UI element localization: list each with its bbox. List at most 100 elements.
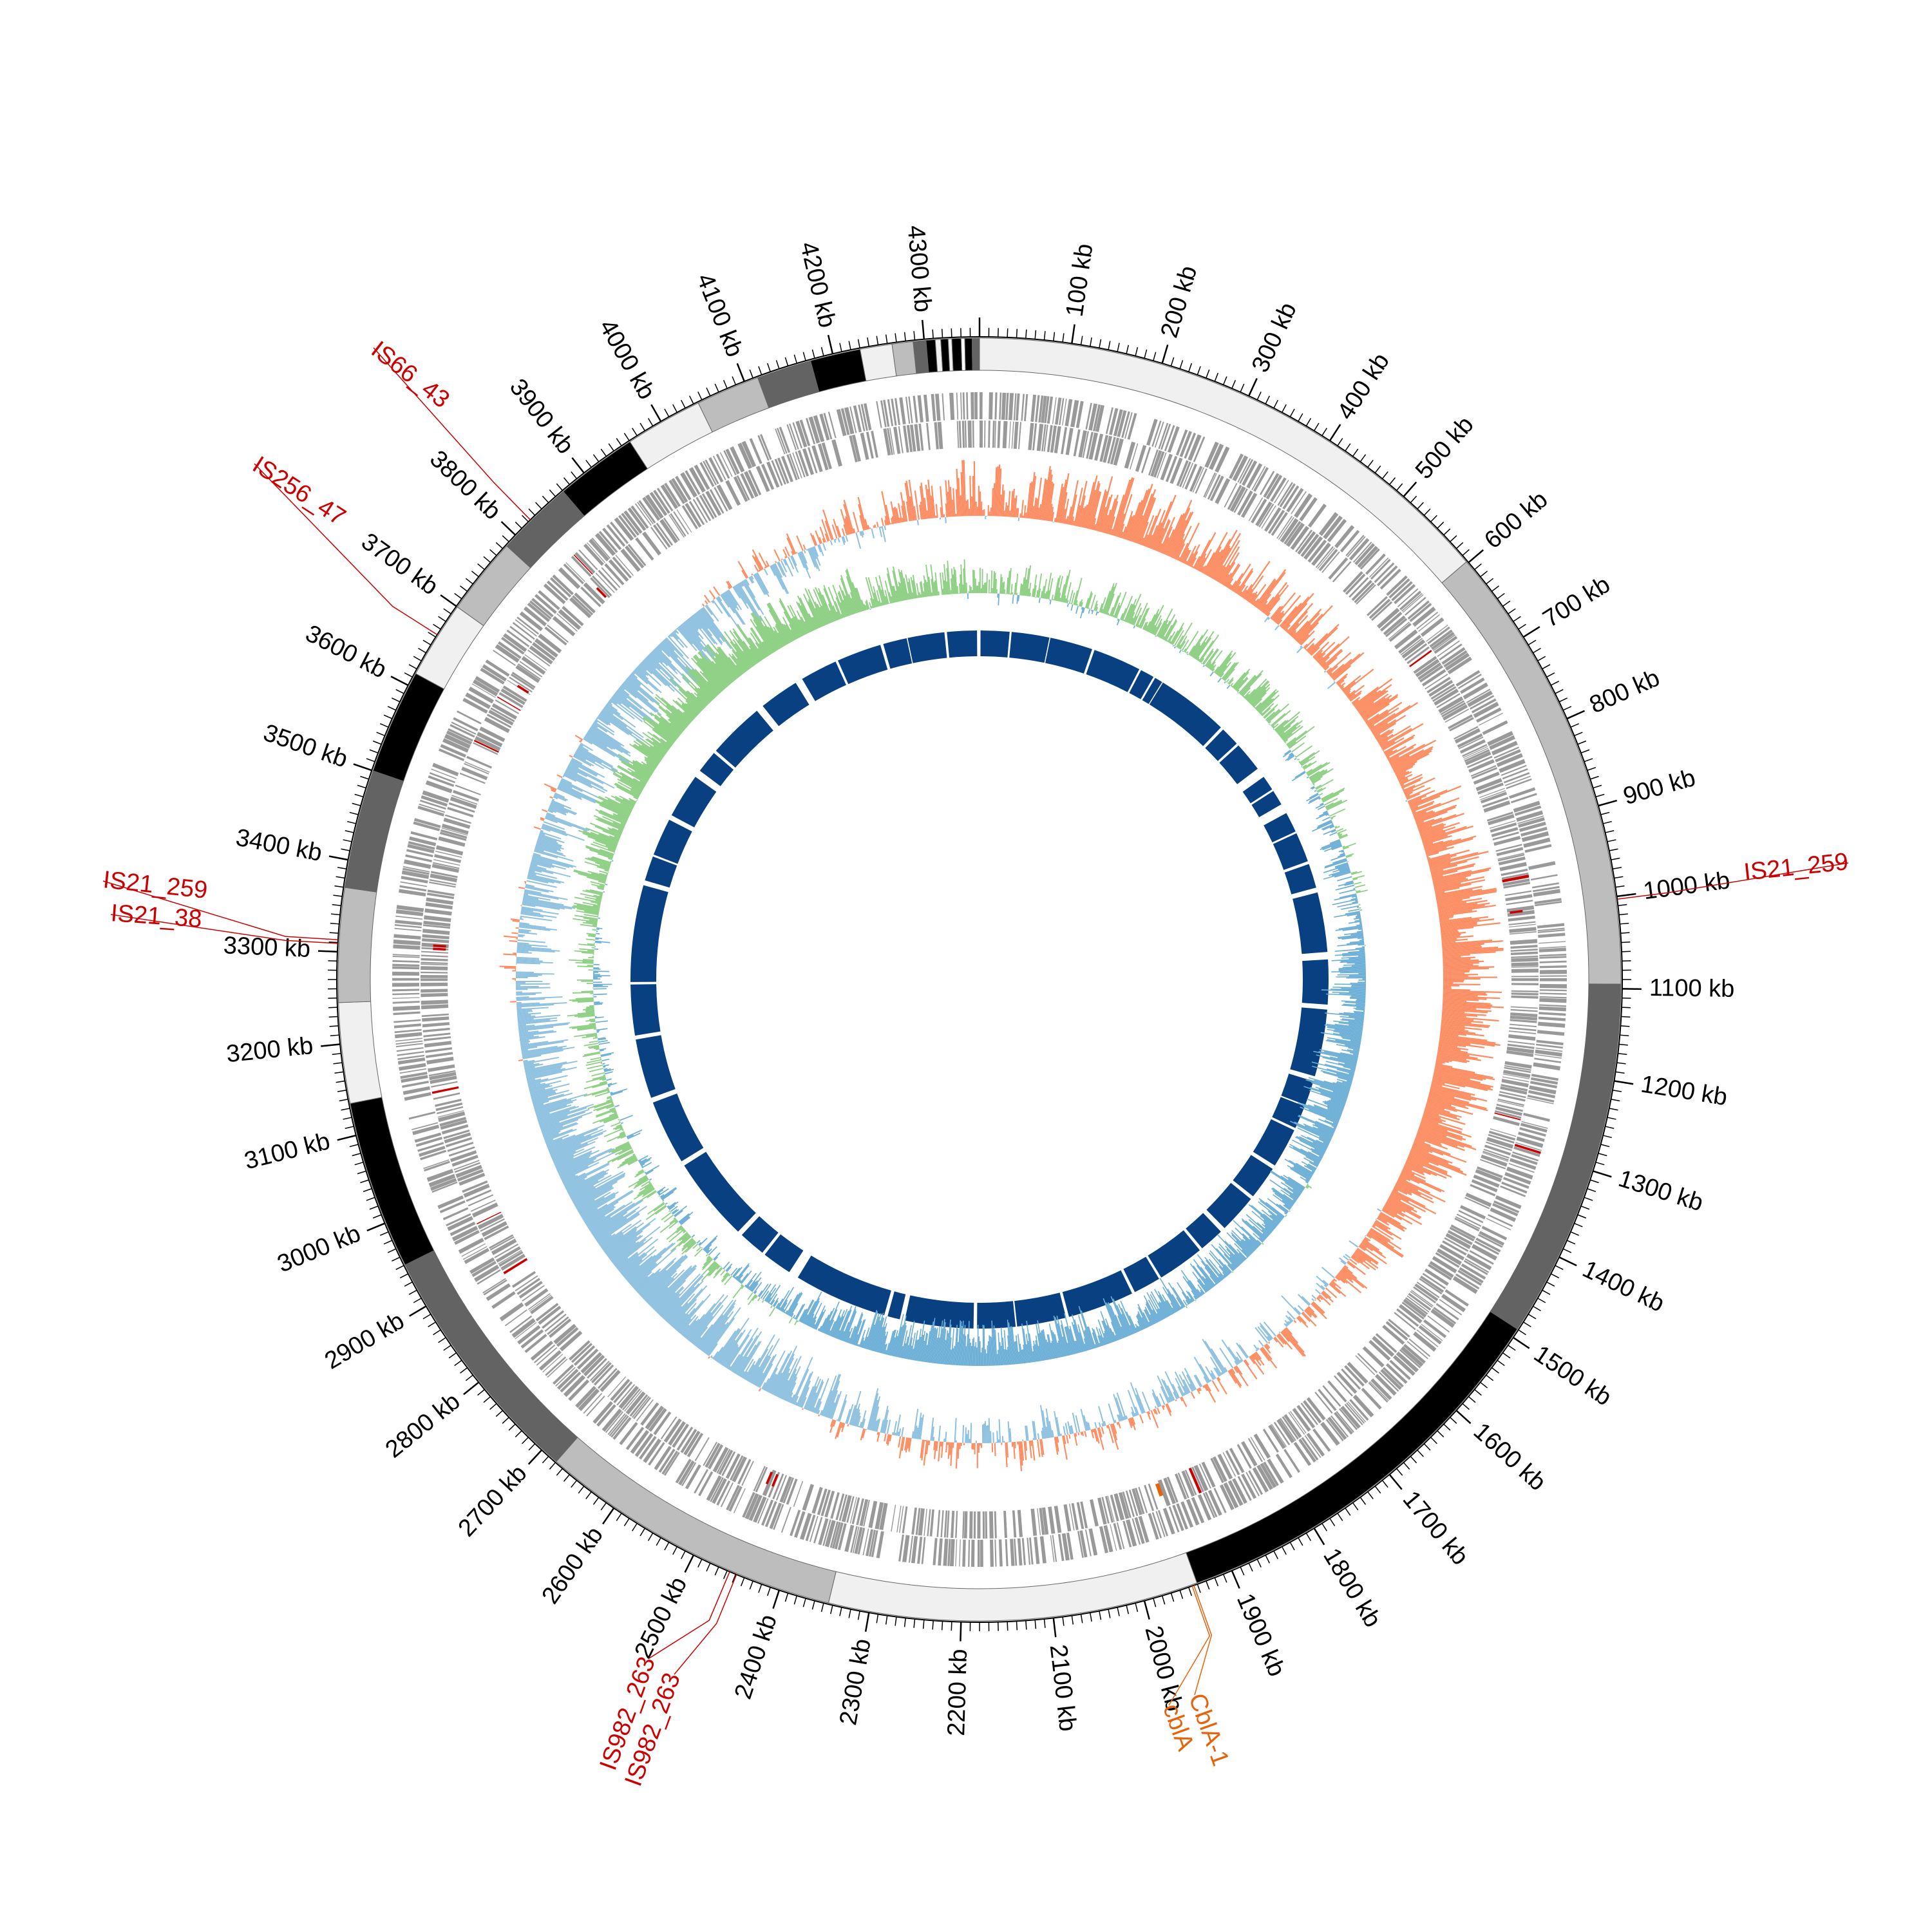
gc-content-bar: [1400, 784, 1405, 787]
gc-skew-bar: [1094, 1344, 1097, 1349]
gc-skew-bar: [1341, 956, 1365, 959]
gc-skew-bar: [1282, 750, 1292, 758]
gc-content-bar: [1365, 714, 1379, 724]
gc-content-bar: [1421, 1120, 1472, 1138]
gc-content-bar: [1135, 1406, 1139, 1416]
gc-skew-bar: [919, 582, 923, 598]
gc-content-bar: [1017, 1441, 1019, 1444]
gc-content-bar: [1223, 573, 1233, 586]
gc-skew-bar: [1158, 1302, 1168, 1318]
gc-skew-bar: [1164, 619, 1177, 641]
gc-content-bar: [1017, 507, 1019, 518]
gc-content-bar: [595, 1218, 627, 1240]
gc-skew-bar: [789, 605, 806, 635]
gc-content-bar: [1075, 1433, 1077, 1437]
gc-skew-bar: [873, 585, 880, 607]
gc-skew-bar: [1312, 1126, 1334, 1137]
gc-content-bar: [724, 1347, 739, 1368]
gc-content-bar: [1412, 811, 1416, 814]
gc-content-bar: [991, 488, 994, 516]
gc-skew-bar: [1326, 1068, 1354, 1077]
gc-skew-bar: [1171, 622, 1184, 645]
gc-skew-bar: [787, 605, 804, 636]
gc-content-bar: [1302, 1311, 1317, 1327]
gene-feature: [393, 934, 421, 940]
gc-content-bar: [1182, 549, 1190, 564]
gc-content-bar: [1408, 795, 1427, 804]
gc-skew-bar: [981, 1347, 983, 1366]
gc-skew-bar: [737, 623, 762, 661]
gc-skew-bar: [696, 696, 707, 707]
gc-content-bar: [891, 1432, 894, 1435]
gc-skew-bar: [1160, 1302, 1170, 1317]
gc-content-bar: [537, 1110, 570, 1122]
gc-content-bar: [860, 1410, 867, 1428]
gene-feature: [1534, 1057, 1562, 1063]
gc-skew-bar: [1172, 1287, 1186, 1307]
gc-content-bar: [823, 1374, 840, 1417]
gc-content-bar: [1037, 1433, 1040, 1440]
gc-skew-bar: [1271, 710, 1291, 728]
gc-skew-bar: [1342, 951, 1365, 954]
gc-skew-bar: [1248, 681, 1270, 703]
gc-skew-bar: [577, 1027, 596, 1031]
gc-skew-bar: [611, 1091, 623, 1096]
gc-content-bar: [550, 1132, 603, 1156]
gc-skew-bar: [611, 1143, 630, 1153]
gc-content-bar: [1153, 495, 1177, 551]
gc-content-bar: [1441, 1018, 1483, 1023]
gc-skew-bar: [1296, 1135, 1327, 1151]
gc-skew-bar: [599, 1048, 607, 1051]
gc-skew-bar: [1320, 841, 1341, 850]
gc-content-bar: [1427, 1098, 1452, 1106]
gc-skew-bar: [582, 961, 594, 963]
gc-content-bar: [1439, 1038, 1495, 1047]
gc-content-bar: [1343, 1265, 1353, 1274]
gc-content-bar: [703, 1311, 734, 1352]
gc-content-bar: [1412, 802, 1441, 815]
gc-skew-bar: [1267, 1210, 1282, 1222]
gc-content-bar: [854, 1409, 860, 1426]
gc-content-bar: [1063, 498, 1070, 524]
gc-skew-bar: [842, 600, 850, 616]
gc-skew-bar: [685, 667, 715, 699]
gc-content-bar: [1265, 585, 1289, 615]
gc-skew-bar: [1283, 1188, 1299, 1198]
gc-skew-bar: [1347, 913, 1361, 916]
gc-content-bar: [1378, 1215, 1405, 1232]
gc-skew-bar: [913, 1340, 918, 1361]
gc-skew-bar: [1362, 978, 1367, 980]
gc-skew-bar: [1282, 1199, 1293, 1208]
gc-skew-bar: [1274, 720, 1287, 731]
gc-skew-bar: [1189, 1263, 1211, 1291]
gc-skew-bar: [641, 1180, 650, 1187]
gene-feature: [1539, 969, 1567, 974]
gc-skew-bar: [628, 1175, 648, 1188]
gc-content-bar: [1406, 1160, 1447, 1179]
gc-content-bar: [1181, 1371, 1193, 1392]
gc-skew-bar: [1352, 1054, 1359, 1056]
gc-content-bar: [1165, 513, 1185, 556]
gc-skew-bar: [654, 717, 679, 737]
gc-content-bar: [1031, 506, 1035, 519]
gc-content-bar: [1037, 507, 1040, 520]
gc-skew-bar: [822, 1307, 835, 1334]
gc-content-bar: [1098, 506, 1106, 532]
gc-content-bar: [981, 501, 983, 516]
gc-content-bar: [938, 1425, 941, 1442]
gc-skew-bar: [1106, 593, 1115, 615]
gc-skew-bar: [1342, 842, 1356, 849]
gc-content-bar: [531, 1092, 556, 1100]
gc-content-bar: [587, 1215, 606, 1228]
gc-content-bar: [1383, 750, 1385, 752]
gc-content-bar: [1108, 516, 1115, 535]
gc-content-bar: [1303, 1309, 1312, 1318]
gc-skew-bar: [1071, 1314, 1083, 1352]
gc-skew-bar: [608, 1085, 611, 1088]
gc-content-bar: [1204, 546, 1222, 575]
gc-skew-bar: [691, 658, 723, 692]
gc-skew-bar: [744, 1284, 747, 1287]
gc-skew-bar: [996, 1354, 999, 1366]
gc-skew-bar: [1306, 1165, 1316, 1171]
gc-skew-bar: [1023, 1344, 1027, 1363]
